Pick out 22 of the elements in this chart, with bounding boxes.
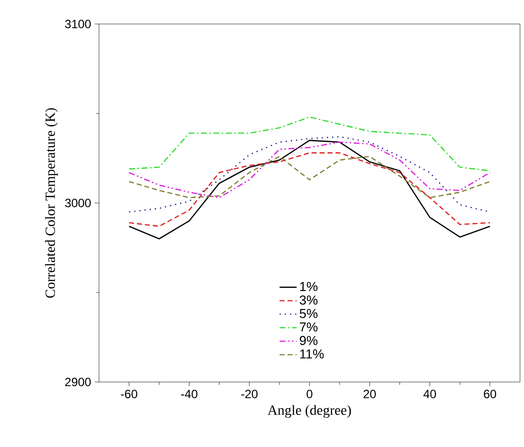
x-tick-label: 20: [364, 390, 376, 398]
x-tick-label: 60: [484, 390, 496, 398]
x-tick-label: 0: [306, 390, 312, 398]
legend-label: 11%: [300, 349, 324, 358]
legend-label: 7%: [300, 322, 318, 332]
line-series: [128, 152, 491, 227]
legend-label: 3%: [300, 295, 318, 305]
y-tick-label: 3100: [65, 20, 91, 28]
x-tick-label: -40: [181, 390, 198, 398]
legend-label: 9%: [300, 336, 318, 346]
line-series: [128, 140, 491, 240]
legend-label: 5%: [300, 308, 318, 318]
x-tick-label: -60: [120, 390, 138, 398]
y-axis-title: Correlated Color Temperature (K): [45, 108, 58, 298]
y-tick-label: 3000: [65, 198, 91, 208]
legend-label: 1%: [300, 282, 318, 292]
y-tick-label: 2900: [65, 378, 91, 386]
x-tick-label: 40: [423, 390, 436, 398]
x-axis-title: Angle (degree): [268, 405, 351, 418]
x-tick-label: -20: [241, 390, 258, 398]
line-series: [128, 156, 491, 198]
line-series: [128, 142, 491, 198]
